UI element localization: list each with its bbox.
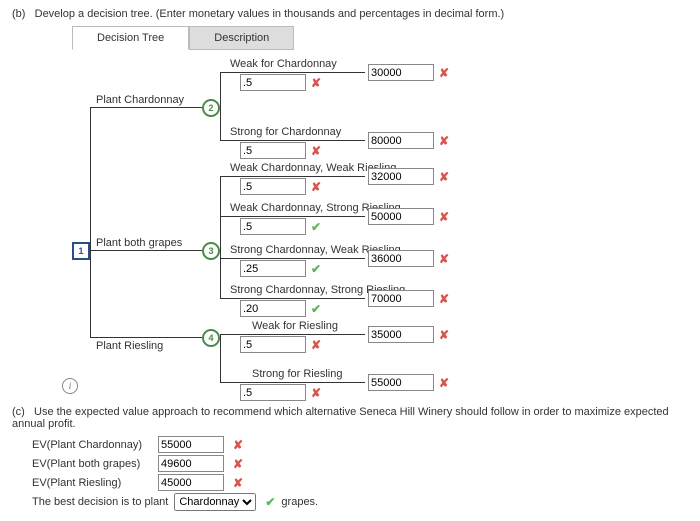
- part-b-label: (b): [12, 8, 25, 20]
- part-c-label: (c): [12, 406, 25, 418]
- b1-value-input[interactable]: [368, 64, 434, 81]
- x-icon: ✘: [439, 292, 449, 306]
- x-icon: ✘: [439, 210, 449, 224]
- tab-bar: Decision Tree Description: [72, 26, 688, 50]
- x-icon: ✘: [439, 252, 449, 266]
- b7-value-input[interactable]: [368, 326, 434, 343]
- b3-prob-input[interactable]: [240, 178, 306, 195]
- ev-row-label: EV(Plant Chardonnay): [32, 439, 152, 451]
- ev-both-input[interactable]: [158, 455, 224, 472]
- d1-label: Plant Chardonnay: [96, 94, 184, 106]
- b2-prob-input[interactable]: [240, 142, 306, 159]
- chance-node-2: 2: [202, 99, 220, 117]
- b4-value-input[interactable]: [368, 208, 434, 225]
- part-b-prompt: Develop a decision tree. (Enter monetary…: [35, 8, 505, 20]
- b8-value-input[interactable]: [368, 374, 434, 391]
- decision-tree: 1 Plant Chardonnay 2 Weak for Chardonnay…: [62, 52, 688, 392]
- chance-node-4: 4: [202, 329, 220, 347]
- ev-row-label: EV(Plant both grapes): [32, 458, 152, 470]
- b4-prob-input[interactable]: [240, 218, 306, 235]
- x-icon: ✘: [233, 457, 243, 471]
- x-icon: ✘: [439, 376, 449, 390]
- b7-label: Weak for Riesling: [252, 320, 338, 332]
- x-icon: ✘: [233, 438, 243, 452]
- x-icon: ✘: [233, 476, 243, 490]
- b1-prob-input[interactable]: [240, 74, 306, 91]
- check-icon: ✔: [265, 495, 275, 509]
- d2-label: Plant both grapes: [96, 237, 182, 249]
- check-icon: ✔: [311, 220, 321, 234]
- x-icon: ✘: [311, 338, 321, 352]
- decision-select[interactable]: Chardonnay: [174, 493, 256, 511]
- x-icon: ✘: [311, 386, 321, 400]
- info-icon[interactable]: i: [62, 378, 78, 394]
- decision-text-post: grapes.: [281, 496, 318, 508]
- part-c-prompt: Use the expected value approach to recom…: [12, 406, 669, 430]
- b3-value-input[interactable]: [368, 168, 434, 185]
- x-icon: ✘: [439, 170, 449, 184]
- d3-label: Plant Riesling: [96, 340, 163, 352]
- b6-prob-input[interactable]: [240, 300, 306, 317]
- check-icon: ✔: [311, 262, 321, 276]
- x-icon: ✘: [311, 180, 321, 194]
- chance-node-3: 3: [202, 242, 220, 260]
- b1-label: Weak for Chardonnay: [230, 58, 337, 70]
- x-icon: ✘: [311, 144, 321, 158]
- b2-label: Strong for Chardonnay: [230, 126, 341, 138]
- b7-prob-input[interactable]: [240, 336, 306, 353]
- b8-label: Strong for Riesling: [252, 368, 343, 380]
- x-icon: ✘: [311, 76, 321, 90]
- x-icon: ✘: [439, 66, 449, 80]
- ev-chardonnay-input[interactable]: [158, 436, 224, 453]
- b6-value-input[interactable]: [368, 290, 434, 307]
- check-icon: ✔: [311, 302, 321, 316]
- b2-value-input[interactable]: [368, 132, 434, 149]
- b5-value-input[interactable]: [368, 250, 434, 267]
- ev-riesling-input[interactable]: [158, 474, 224, 491]
- decision-text-pre: The best decision is to plant: [32, 496, 168, 508]
- b5-prob-input[interactable]: [240, 260, 306, 277]
- x-icon: ✘: [439, 134, 449, 148]
- ev-row-label: EV(Plant Riesling): [32, 477, 152, 489]
- b8-prob-input[interactable]: [240, 384, 306, 401]
- x-icon: ✘: [439, 328, 449, 342]
- tab-description[interactable]: Description: [189, 26, 294, 50]
- tab-decision-tree[interactable]: Decision Tree: [72, 26, 189, 50]
- decision-node-1: 1: [72, 242, 90, 260]
